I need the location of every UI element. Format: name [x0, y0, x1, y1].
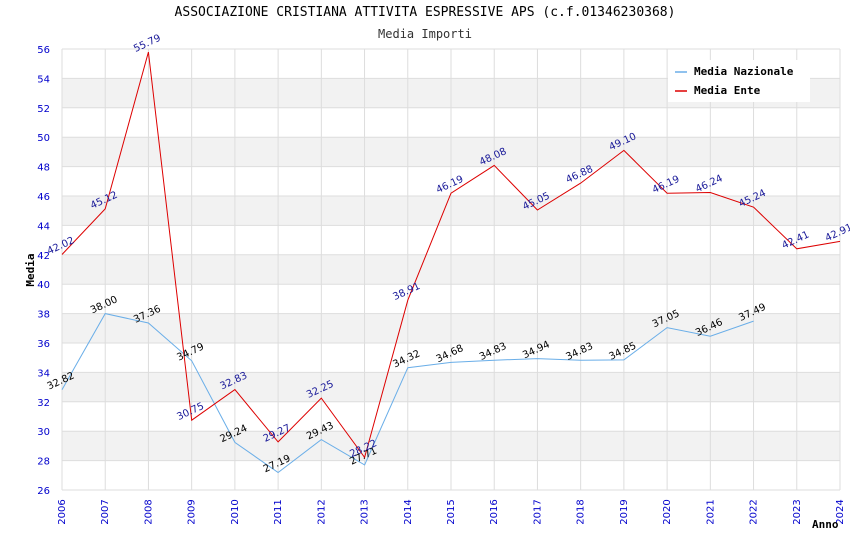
data-label-media-ente: 55.79 — [132, 33, 163, 55]
x-tick-label: 2021 — [705, 499, 716, 524]
x-axis-label: Anno — [812, 518, 839, 531]
x-tick-label: 2017 — [532, 499, 543, 524]
chart-title: ASSOCIAZIONE CRISTIANA ATTIVITA ESPRESSI… — [174, 5, 676, 20]
y-tick-label: 42 — [37, 251, 50, 262]
y-tick-label: 38 — [37, 310, 50, 321]
y-tick-label: 26 — [37, 486, 50, 497]
y-tick-label: 54 — [37, 74, 50, 85]
x-tick-label: 2019 — [619, 499, 630, 524]
y-tick-label: 52 — [37, 104, 50, 115]
data-label-media-ente: 42.02 — [46, 235, 77, 257]
grid-lines — [61, 48, 841, 491]
x-tick-label: 2009 — [187, 499, 198, 524]
x-tick-label: 2023 — [792, 499, 803, 524]
y-tick-label: 32 — [37, 398, 50, 409]
y-tick-label: 30 — [37, 427, 50, 438]
y-tick-label: 46 — [37, 192, 50, 203]
legend-label-media-nazionale: Media Nazionale — [694, 65, 794, 78]
y-tick-labels: 26 28 30 32 34 36 38 40 42 44 46 48 50 52 54 56 — [37, 45, 50, 497]
chart-subtitle: Media Importi — [378, 27, 472, 41]
x-tick-label: 2011 — [273, 499, 284, 524]
y-tick-label: 56 — [37, 45, 50, 56]
legend-box — [668, 60, 810, 102]
y-tick-label: 34 — [37, 368, 50, 379]
y-tick-label: 50 — [37, 133, 50, 144]
x-tick-label: 2008 — [143, 499, 154, 524]
series-line-media-ente — [61, 51, 841, 459]
x-tick-label: 2007 — [100, 499, 111, 524]
x-tick-label: 2020 — [662, 499, 673, 524]
legend: Media Nazionale Media Ente — [668, 60, 810, 102]
series-lines — [61, 51, 841, 474]
x-tick-label: 2010 — [230, 499, 241, 524]
x-tick-label: 2024 — [835, 499, 846, 524]
y-tick-label: 44 — [37, 221, 50, 232]
x-tick-label: 2013 — [360, 499, 371, 524]
x-tick-label: 2018 — [576, 499, 587, 524]
data-label-media-ente: 46.24 — [694, 173, 725, 195]
data-label-media-ente: 30.75 — [175, 401, 206, 423]
y-tick-label: 36 — [37, 339, 50, 350]
y-axis-label: Media — [24, 253, 37, 286]
legend-label-media-ente: Media Ente — [694, 84, 761, 97]
x-tick-label: 2022 — [749, 499, 760, 524]
x-tick-label: 2014 — [403, 499, 414, 524]
y-tick-label: 28 — [37, 457, 50, 468]
data-label-media-ente: 46.19 — [435, 174, 466, 196]
y-tick-label: 48 — [37, 163, 50, 174]
series-line-media-nazionale — [61, 313, 754, 474]
data-label-media-nazionale: 34.32 — [391, 348, 422, 370]
x-tick-label: 2016 — [489, 499, 500, 524]
x-tick-label: 2015 — [446, 499, 457, 524]
x-tick-labels: 2006 2007 2008 2009 2010 2011 2012 2013 2014 2015… — [57, 499, 846, 524]
y-tick-label: 40 — [37, 280, 50, 291]
data-label-media-nazionale: 34.85 — [608, 341, 639, 363]
x-tick-label: 2012 — [316, 499, 327, 524]
x-tick-label: 2006 — [57, 499, 68, 524]
data-label-media-nazionale: 38.00 — [89, 294, 120, 316]
